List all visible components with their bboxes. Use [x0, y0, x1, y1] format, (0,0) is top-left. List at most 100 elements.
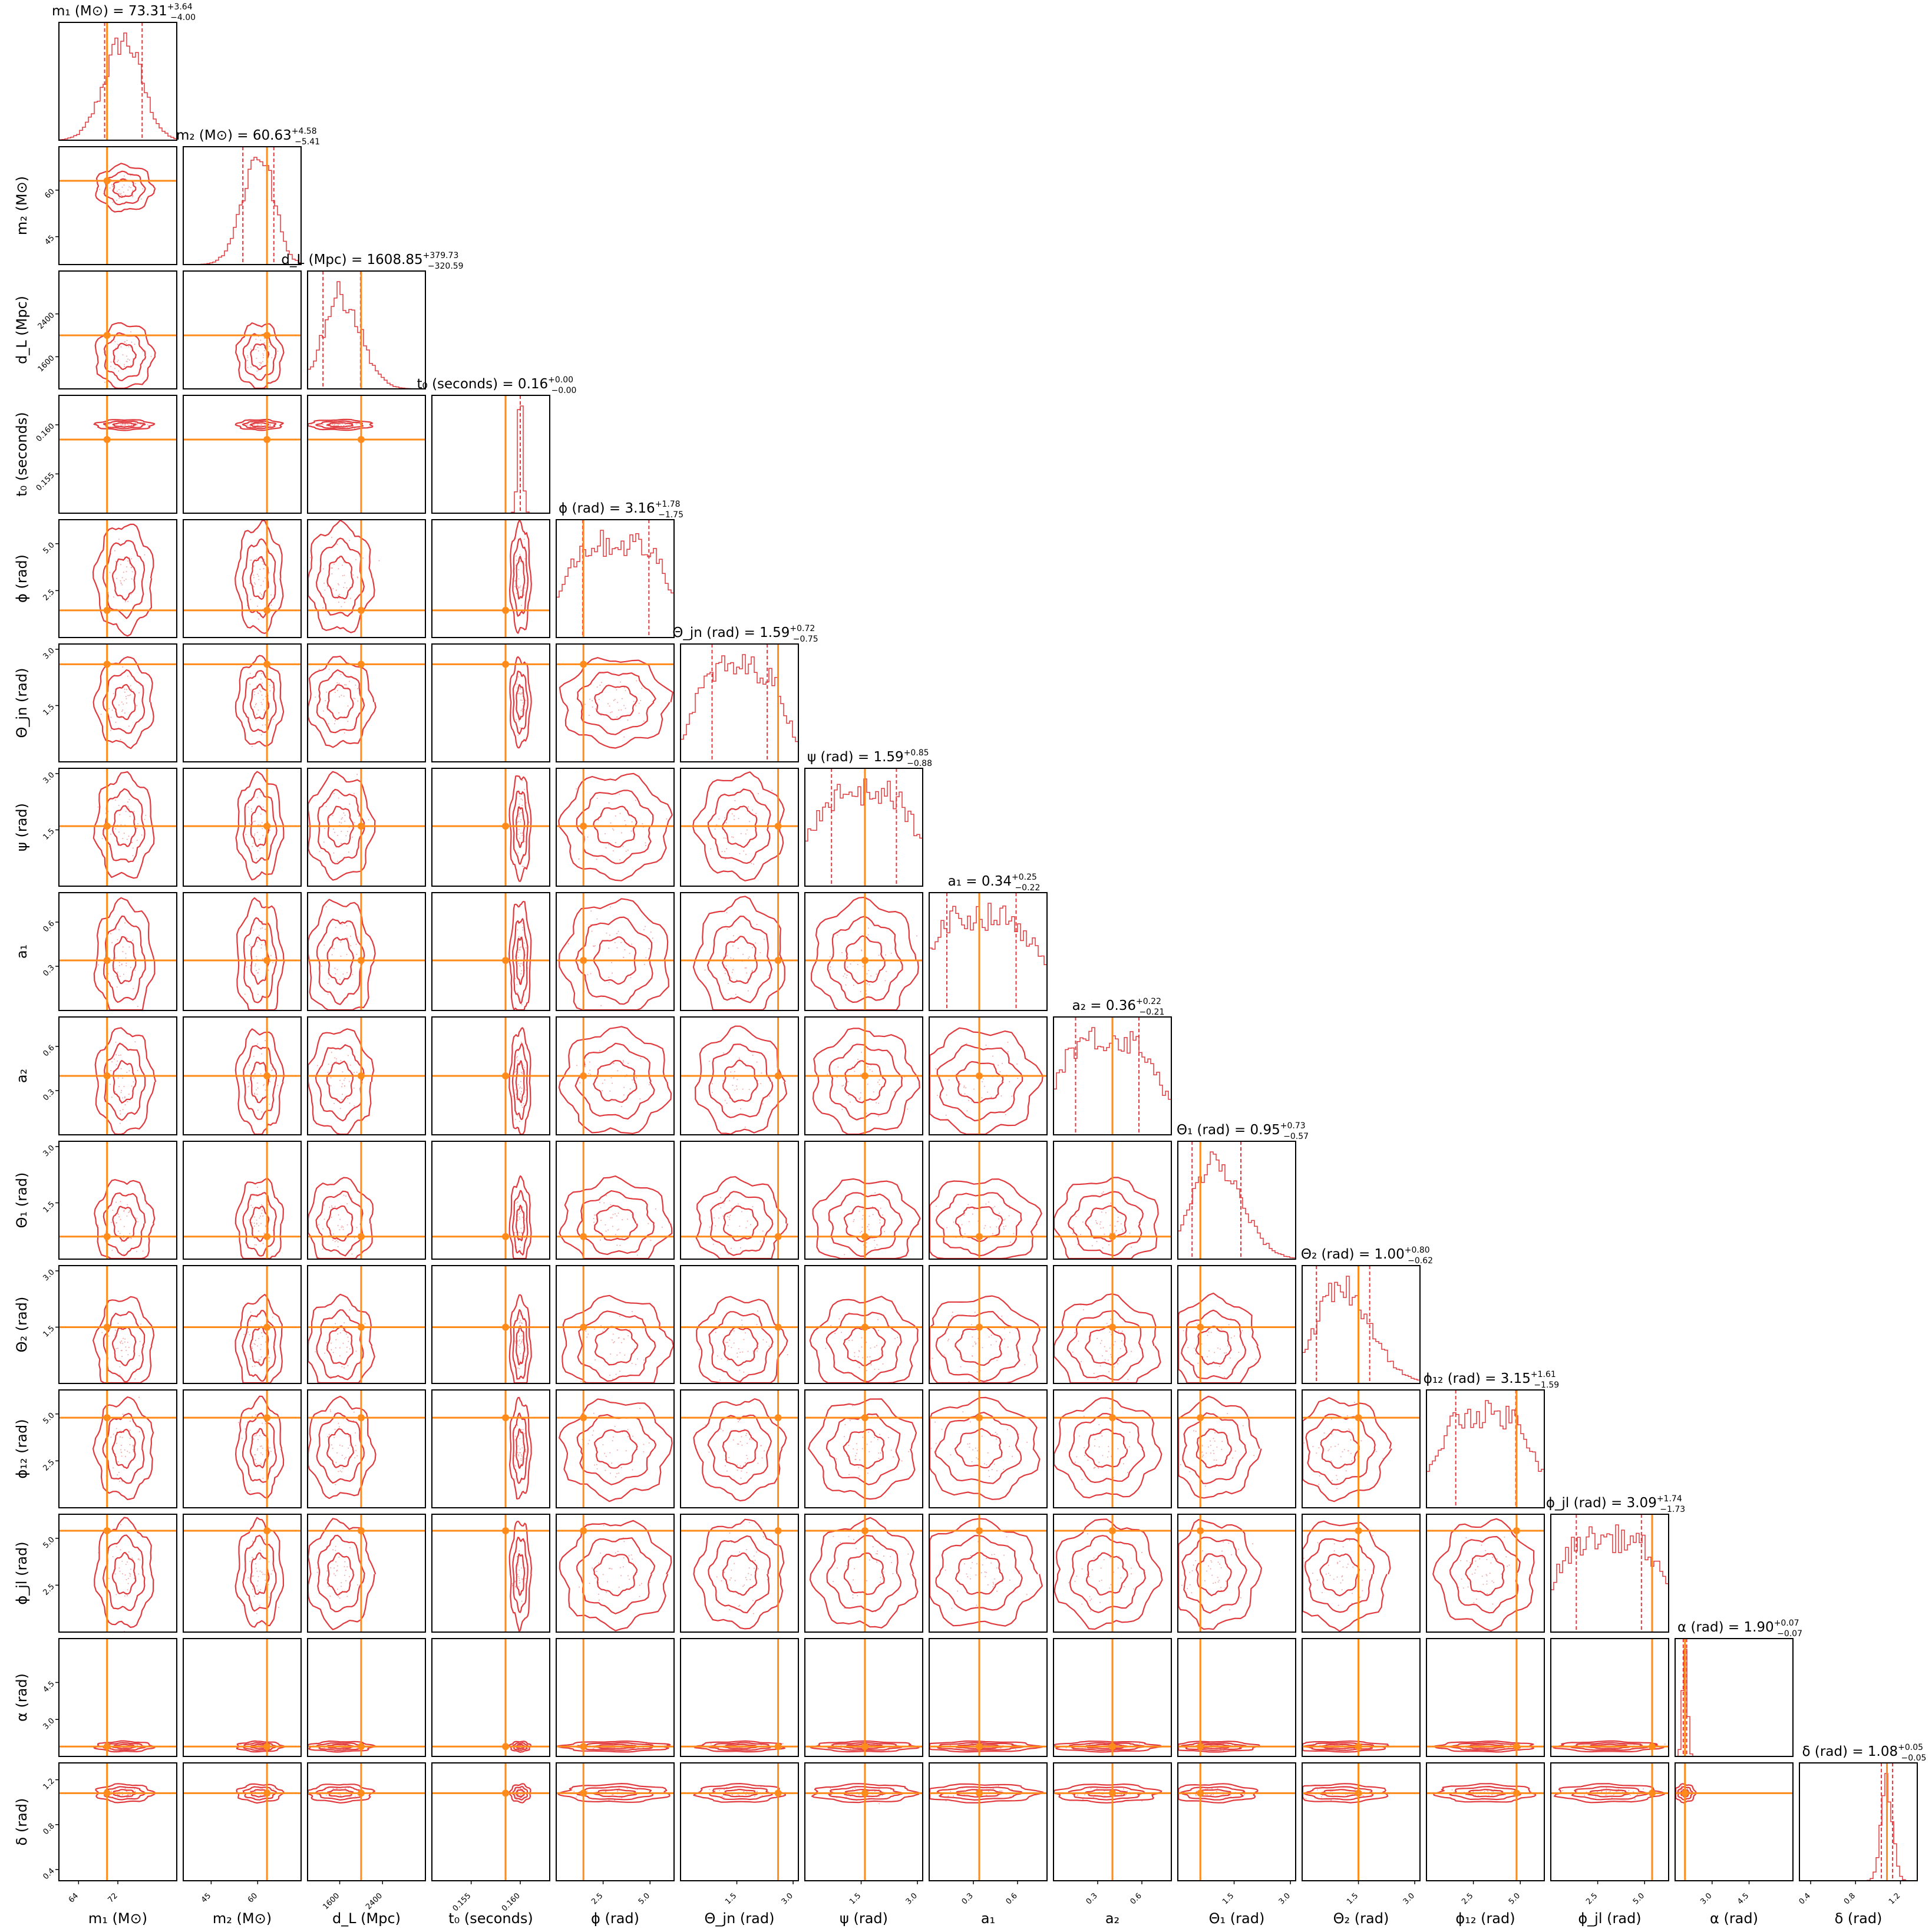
sample-dot	[253, 835, 255, 837]
sample-dot	[969, 1443, 970, 1445]
sample-dot	[1348, 1428, 1350, 1430]
sample-dot	[339, 1229, 341, 1231]
sample-dot	[520, 1247, 521, 1248]
sample-dot	[127, 424, 128, 425]
sample-dot	[256, 1219, 257, 1221]
sample-dot	[326, 1342, 328, 1343]
sample-dot	[329, 1207, 331, 1208]
sample-dot	[252, 846, 253, 847]
sample-dot	[1016, 1063, 1018, 1065]
sample-dot	[257, 1087, 259, 1089]
sample-dot	[612, 1082, 613, 1084]
sample-dot	[322, 1249, 323, 1250]
sample-dot	[623, 956, 625, 958]
sample-dot	[1497, 1558, 1498, 1560]
sample-dot	[138, 1573, 140, 1575]
sample-dot	[640, 1058, 642, 1059]
sample-dot	[870, 975, 872, 977]
sample-dot	[356, 1227, 358, 1228]
sample-dot	[519, 947, 521, 949]
sample-dot	[349, 540, 350, 541]
sample-dot	[589, 1061, 590, 1063]
sample-dot	[1109, 1233, 1111, 1234]
sample-dot	[347, 705, 349, 707]
sample-dot	[990, 1562, 992, 1564]
sample-dot	[345, 1457, 347, 1458]
sample-dot	[341, 1586, 342, 1587]
sample-dot	[130, 1238, 132, 1239]
sample-dot	[731, 836, 733, 838]
sample-dot	[518, 1318, 520, 1320]
sample-dot	[1138, 1743, 1140, 1745]
sample-dot	[350, 936, 351, 937]
sample-dot	[518, 1582, 520, 1584]
sample-dot	[331, 537, 332, 538]
sample-dot	[1009, 1081, 1010, 1082]
contour-panel-thetajn-a1	[680, 892, 799, 1011]
sample-dot	[935, 1068, 937, 1069]
sample-dot	[124, 922, 126, 924]
sample-dot	[268, 1561, 270, 1563]
sample-dot	[346, 1203, 348, 1205]
sample-dot	[518, 1550, 520, 1552]
sample-dot	[759, 952, 761, 953]
truth-marker	[1355, 1743, 1362, 1751]
sample-dot	[118, 539, 120, 540]
sample-dot	[333, 424, 335, 425]
sample-dot	[941, 1429, 943, 1430]
x-axis-label-psi: ψ (rad)	[840, 1910, 888, 1927]
sample-dot	[1074, 1580, 1076, 1582]
sample-dot	[521, 1342, 523, 1343]
sample-dot	[337, 425, 339, 427]
sample-dot	[121, 711, 123, 712]
sample-dot	[117, 972, 118, 973]
sample-dot	[352, 1420, 354, 1422]
sample-dot	[833, 1535, 834, 1537]
sample-dot	[1187, 1588, 1188, 1590]
truth-marker	[861, 1323, 868, 1331]
panel-title-dL: d_L (Mpc) = 1608.85+379.73 −320.59	[281, 251, 463, 271]
sample-dot	[261, 1053, 263, 1055]
sample-dot	[128, 1551, 130, 1553]
sample-dot	[349, 1064, 351, 1066]
sample-dot	[122, 838, 124, 840]
panel-frame	[58, 270, 177, 389]
contour-panel-phi12-alpha	[1426, 1638, 1545, 1757]
panel-frame	[183, 643, 302, 762]
sample-dot	[342, 1226, 344, 1228]
panel-frame	[58, 1389, 177, 1508]
sample-dot	[339, 1355, 341, 1357]
sample-dot	[645, 845, 646, 846]
sample-dot	[1323, 1432, 1325, 1434]
sample-dot	[762, 1230, 764, 1232]
contour-line	[936, 1044, 1023, 1122]
sample-dot	[586, 1791, 588, 1792]
sample-dot	[520, 1211, 521, 1213]
sample-dot	[521, 1340, 523, 1342]
sample-dot	[100, 714, 102, 715]
sample-dot	[1109, 1224, 1111, 1226]
sample-dot	[742, 1586, 744, 1587]
sample-dot	[523, 595, 525, 596]
sample-dot	[589, 1583, 590, 1584]
contour-panel-m1-alpha: 3.04.5α (rad)	[14, 1638, 177, 1757]
sample-dot	[845, 984, 847, 986]
sample-dot	[269, 1596, 270, 1598]
panel-frame	[1053, 1389, 1172, 1508]
sample-dot	[882, 1363, 884, 1365]
sample-dot	[520, 798, 522, 800]
sample-dot	[866, 1370, 867, 1371]
sample-dot	[596, 858, 597, 860]
sample-dot	[114, 1573, 116, 1575]
x-tick-label: 3.0	[780, 1891, 795, 1906]
sample-dot	[122, 1077, 124, 1079]
sample-dot	[726, 1470, 728, 1472]
sample-dot	[725, 837, 727, 839]
sample-dot	[986, 1794, 988, 1796]
sample-dot	[120, 739, 121, 741]
sample-dot	[1089, 1610, 1091, 1612]
sample-dot	[346, 587, 348, 589]
sample-dot	[579, 1082, 581, 1084]
sample-dot	[260, 1223, 262, 1224]
sample-dot	[355, 1449, 357, 1451]
